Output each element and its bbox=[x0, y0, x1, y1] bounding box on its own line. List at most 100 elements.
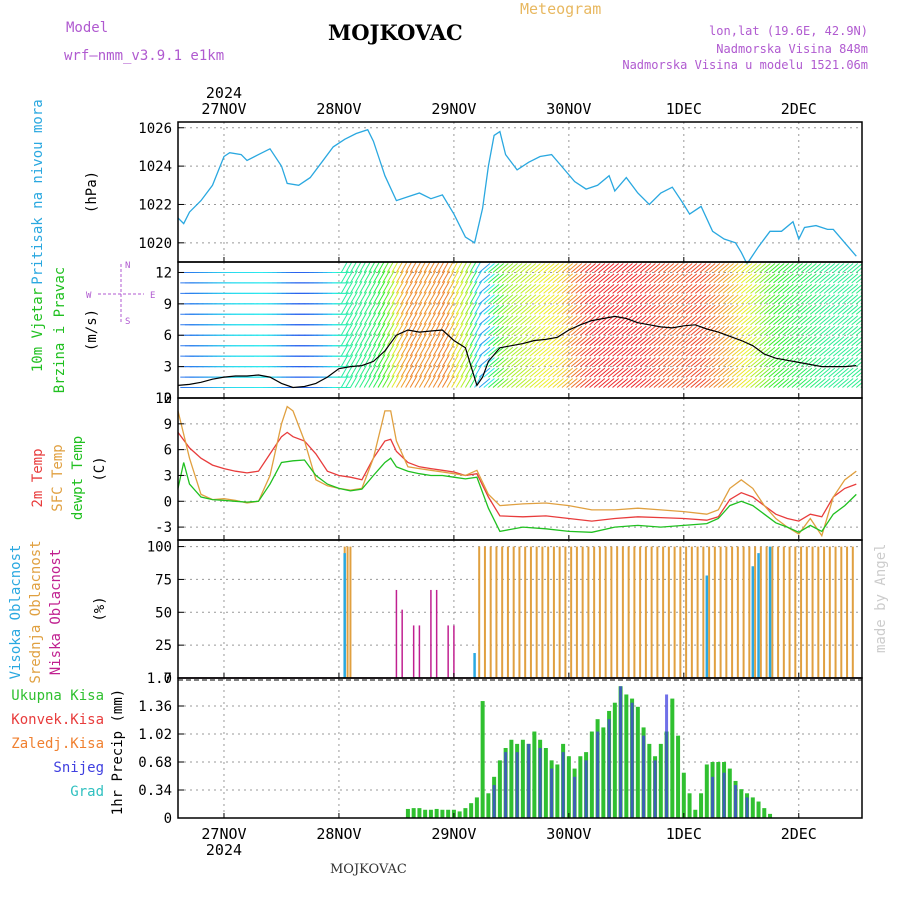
wind-barb bbox=[418, 270, 427, 284]
wind-barb bbox=[529, 336, 541, 347]
wind-barb bbox=[354, 364, 363, 378]
wind-barb bbox=[455, 291, 464, 305]
wind-barb bbox=[649, 367, 661, 378]
wind-barb bbox=[671, 273, 684, 284]
wind-barb bbox=[469, 322, 478, 336]
wind-barb bbox=[400, 375, 409, 388]
wind-barb bbox=[649, 294, 661, 305]
wind-barb bbox=[492, 315, 505, 326]
wind-barb bbox=[575, 336, 587, 347]
wind-barb bbox=[354, 312, 363, 326]
wind-barb bbox=[395, 312, 404, 326]
wind-barb bbox=[699, 273, 711, 284]
wind-barb bbox=[740, 367, 753, 378]
wind-barb bbox=[621, 315, 633, 326]
wind-barb bbox=[736, 304, 748, 315]
wind-barb bbox=[832, 325, 845, 336]
wind-barb bbox=[699, 367, 711, 378]
wind-barb bbox=[538, 263, 551, 273]
wind-barb bbox=[727, 263, 739, 273]
wind-barb bbox=[768, 367, 780, 378]
wind-barb bbox=[589, 294, 601, 305]
wind-barb bbox=[653, 325, 666, 336]
wind-barb bbox=[722, 357, 734, 367]
wind-barb bbox=[832, 304, 845, 315]
precip-snow-bar bbox=[527, 743, 531, 818]
wind-barb bbox=[832, 284, 845, 294]
wind-barb bbox=[851, 367, 862, 378]
wind-barb bbox=[773, 263, 785, 273]
wind-barb bbox=[791, 294, 803, 305]
wind-barb bbox=[520, 263, 532, 273]
wind-barb bbox=[455, 333, 464, 346]
wind-barb bbox=[690, 357, 702, 367]
wind-barb bbox=[658, 315, 670, 326]
wind-barb bbox=[690, 273, 702, 284]
wind-barb bbox=[543, 357, 555, 367]
wind-barb bbox=[418, 364, 427, 378]
wind-barb bbox=[731, 378, 744, 388]
wind-barb bbox=[823, 357, 836, 367]
precip-total-bar bbox=[428, 809, 433, 818]
wind-barb bbox=[750, 336, 762, 347]
wind-barb bbox=[773, 325, 785, 336]
wind-barb bbox=[740, 357, 753, 367]
wind-barb bbox=[763, 273, 776, 284]
precip-frame bbox=[177, 677, 863, 819]
wind-barb bbox=[846, 284, 859, 294]
wind-barb bbox=[694, 336, 707, 347]
wind-barb bbox=[626, 346, 638, 357]
wind-barb bbox=[621, 325, 633, 336]
wind-barb bbox=[837, 273, 849, 284]
wind-barb bbox=[561, 346, 574, 357]
wind-barb bbox=[708, 315, 721, 326]
wind-barb bbox=[768, 304, 780, 315]
wind-barb bbox=[409, 354, 418, 367]
precip-legend-2: Zaledj.Kisa bbox=[11, 736, 104, 752]
wind-barb bbox=[354, 322, 363, 336]
wind-barb bbox=[515, 357, 528, 367]
wind-barb bbox=[786, 346, 799, 357]
wind-barb bbox=[823, 325, 836, 336]
wind-barb bbox=[478, 325, 491, 336]
wind-barb bbox=[460, 281, 469, 294]
wind-barb bbox=[474, 270, 483, 284]
wind-barb bbox=[667, 294, 679, 305]
wind-barb bbox=[639, 304, 652, 315]
footer-station: MOJKOVAC bbox=[330, 862, 407, 877]
wind-barb bbox=[837, 346, 849, 357]
wind-barb bbox=[524, 346, 537, 357]
wind-barb bbox=[750, 263, 762, 273]
wind-barb bbox=[607, 294, 620, 305]
wind-barb bbox=[796, 357, 808, 367]
wind-barb bbox=[685, 263, 698, 273]
wind-unit: (m/s) bbox=[84, 309, 100, 351]
wind-barb bbox=[354, 301, 363, 315]
wind-barb bbox=[423, 322, 432, 336]
precip-snow-bar bbox=[619, 686, 623, 819]
wind-barb bbox=[796, 263, 808, 273]
wind-barb bbox=[713, 357, 725, 367]
wind-barb bbox=[763, 315, 776, 326]
wind-barb bbox=[538, 378, 551, 388]
wind-barb bbox=[529, 294, 541, 305]
wind-barb bbox=[828, 294, 840, 305]
wind-barb bbox=[414, 301, 423, 315]
wind-barb bbox=[809, 304, 822, 315]
wind-barb bbox=[777, 294, 790, 305]
wind-barb bbox=[455, 312, 464, 326]
wind-barb bbox=[635, 346, 647, 357]
wind-barb bbox=[395, 333, 404, 346]
wind-barb bbox=[814, 367, 826, 378]
wind-barb bbox=[524, 273, 537, 284]
wind-barb bbox=[773, 273, 785, 284]
wind-barb bbox=[377, 354, 386, 367]
wind-barb bbox=[612, 284, 624, 294]
wind-barb bbox=[593, 378, 606, 388]
wind-barb bbox=[832, 315, 845, 326]
wind-barb bbox=[350, 281, 358, 294]
wind-barb bbox=[731, 294, 744, 305]
wind-barb bbox=[773, 378, 785, 388]
wind-barb bbox=[464, 312, 473, 326]
wind-barb bbox=[750, 325, 762, 336]
